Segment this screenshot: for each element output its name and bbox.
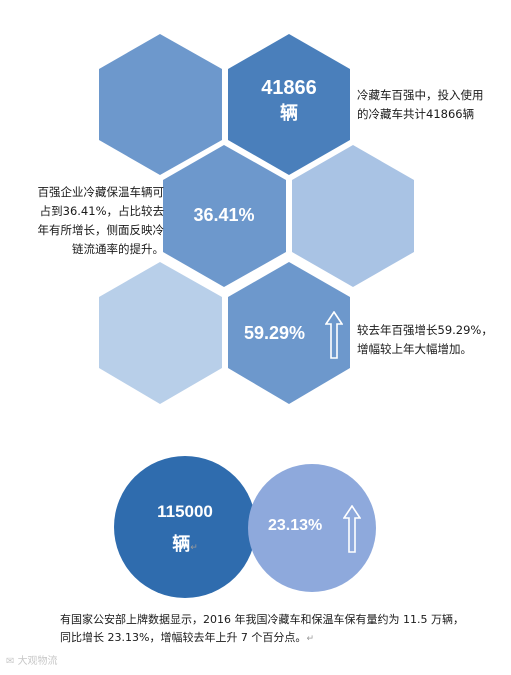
hex1-unit: 辆	[280, 103, 298, 123]
return-mark-icon: ↵	[190, 542, 198, 552]
hex-mid-right	[292, 145, 414, 287]
hex-bottom-left	[99, 262, 222, 404]
small-circle-value: 23.13%	[268, 517, 323, 534]
up-arrow-icon	[325, 311, 343, 359]
caption-line1: 有国家公安部上牌数据显示，2016 年我国冷藏车和保温车保有量约为 11.5 万…	[60, 613, 464, 626]
watermark-logo-icon: ✉	[6, 656, 18, 667]
big-circle-label: 115000 辆↵	[114, 496, 256, 563]
hex-top-right	[228, 34, 350, 175]
note-hex1-line1: 冷藏车百强中，投入使用	[357, 88, 484, 102]
note-hex2-line4: 链流通率的提升。	[72, 242, 164, 256]
note-hex3: 较去年百强增长59.29%， 增幅较上年大幅增加。	[357, 321, 493, 359]
caption-line2-row: 同比增长 23.13%，增幅较去年上升 7 个百分点。↵	[60, 629, 464, 648]
note-hex2-line1: 百强企业冷藏保温车辆可	[37, 185, 165, 199]
big-circle-value: 115000	[157, 502, 213, 521]
return-mark-icon-2: ↵	[306, 634, 314, 644]
watermark-text: 大观物流	[17, 656, 58, 667]
hex3-value: 59.29%	[244, 323, 306, 343]
note-hex2-line2: 占到36.41%，占比较去	[39, 204, 164, 218]
note-hex1: 冷藏车百强中，投入使用 的冷藏车共计41866辆	[357, 86, 484, 124]
note-hex3-line1: 较去年百强增长59.29%，	[357, 323, 493, 337]
note-hex1-line2: 的冷藏车共计41866辆	[357, 107, 475, 121]
big-circle-unit: 辆	[172, 534, 191, 554]
caption-line2: 同比增长 23.13%，增幅较去年上升 7 个百分点。	[60, 631, 307, 644]
hex1-value: 41866	[261, 77, 317, 99]
note-hex3-line2: 增幅较上年大幅增加。	[357, 342, 472, 356]
hex-mid-left	[163, 145, 286, 287]
big-circle	[114, 456, 256, 598]
up-arrow-icon-2	[343, 505, 361, 553]
caption: 有国家公安部上牌数据显示，2016 年我国冷藏车和保温车保有量约为 11.5 万…	[60, 611, 464, 648]
hex-bottom-right	[228, 262, 350, 404]
watermark: ✉ 大观物流	[6, 652, 58, 667]
hex-top-left	[99, 34, 222, 175]
note-hex2: 百强企业冷藏保温车辆可 占到36.41%，占比较去 年有所增长，侧面反映冷 链流…	[14, 183, 165, 259]
hex2-value: 36.41%	[193, 205, 255, 225]
big-circle-unit-row: 辆↵	[114, 528, 256, 563]
note-hex2-line3: 年有所增长，侧面反映冷	[37, 223, 165, 237]
hex1-value-label: 41866 辆	[228, 76, 350, 126]
